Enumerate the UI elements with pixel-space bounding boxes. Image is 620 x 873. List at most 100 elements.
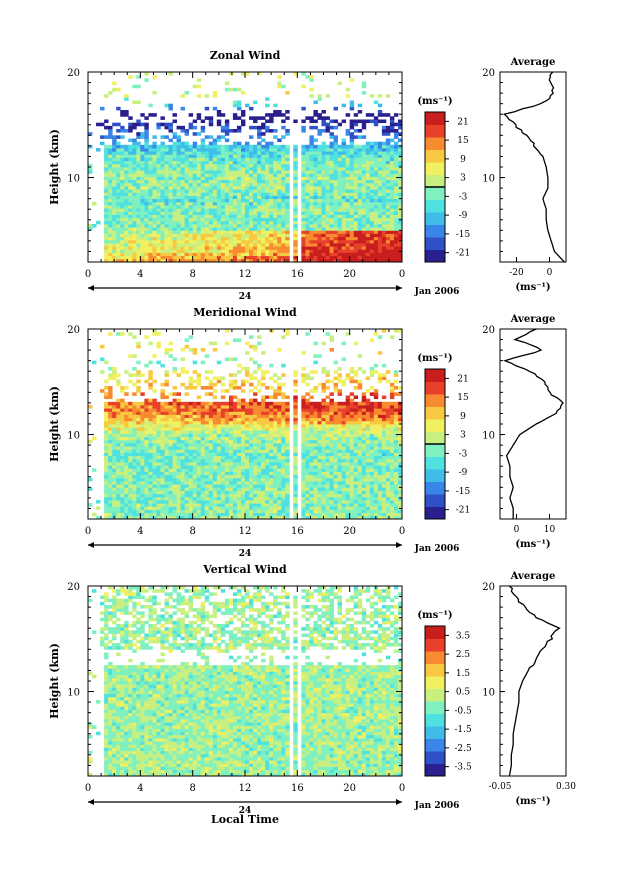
heatmap-cell: [273, 474, 278, 479]
heatmap-cell: [265, 449, 270, 453]
heatmap-cell: [253, 246, 258, 250]
heatmap-cell: [257, 182, 262, 187]
heatmap-cell: [120, 205, 125, 209]
heatmap-cell: [393, 252, 399, 257]
heatmap-cell: [301, 496, 306, 501]
heatmap-cell: [176, 138, 181, 143]
heatmap-cell: [120, 515, 125, 520]
heatmap-cell: [345, 443, 351, 447]
heatmap-cell: [313, 170, 318, 174]
heatmap-cell: [216, 173, 222, 177]
heatmap-cell: [188, 471, 194, 476]
heatmap-cell: [385, 198, 391, 203]
heatmap-cell: [136, 144, 141, 149]
heatmap-cell: [341, 138, 347, 143]
heatmap-cell: [357, 481, 363, 485]
heatmap-cell: [160, 122, 165, 127]
heatmap-cell: [245, 230, 250, 234]
heatmap-cell: [184, 255, 190, 260]
average-line: [502, 71, 565, 263]
heatmap-cell: [337, 249, 343, 253]
heatmap-cell: [333, 211, 338, 215]
heatmap-cell: [164, 208, 169, 212]
heatmap-cell: [192, 201, 198, 206]
heatmap-cell: [192, 220, 198, 225]
heatmap-cell: [393, 468, 399, 472]
heatmap-cell: [381, 163, 387, 168]
heatmap-cell: [389, 236, 395, 241]
heatmap-cell: [176, 201, 181, 206]
heatmap-cell: [305, 157, 310, 162]
heatmap-cell: [224, 468, 230, 472]
heatmap-cell: [325, 157, 330, 162]
heatmap-cell: [104, 211, 109, 215]
heatmap-cell: [144, 474, 149, 479]
heatmap-cell: [293, 198, 298, 203]
heatmap-cell: [136, 233, 141, 238]
heatmap-cell: [240, 211, 246, 215]
heatmap-cell: [176, 462, 181, 466]
heatmap-cell: [240, 157, 246, 162]
heatmap-cell: [204, 176, 210, 181]
heatmap-cell: [269, 129, 274, 133]
heatmap-cell: [389, 506, 395, 510]
heatmap-cell: [116, 512, 121, 517]
heatmap-cell: [128, 500, 133, 504]
heatmap-cell: [373, 122, 379, 127]
heatmap-cell: [385, 458, 391, 463]
heatmap-cell: [184, 474, 190, 479]
heatmap-cell: [240, 151, 246, 155]
heatmap-cell: [285, 160, 290, 165]
heatmap-cell: [112, 211, 117, 215]
heatmap-cell: [245, 468, 250, 472]
heatmap-cell: [108, 512, 113, 517]
heatmap-cell: [180, 186, 186, 190]
heatmap-cell: [120, 157, 125, 162]
heatmap-cell: [357, 490, 363, 495]
heatmap-cell: [317, 449, 322, 453]
heatmap-cell: [224, 255, 230, 260]
heatmap-cell: [136, 439, 141, 444]
heatmap-cell: [148, 220, 153, 225]
heatmap-cell: [333, 179, 338, 184]
heatmap-cell: [381, 230, 387, 234]
heatmap-cell: [240, 230, 246, 234]
heatmap-cell: [128, 246, 133, 250]
heatmap-cell: [385, 217, 391, 222]
heatmap-cell: [361, 506, 367, 510]
heatmap-cell: [385, 462, 391, 466]
heatmap-cell: [377, 512, 383, 517]
heatmap-cell: [353, 503, 359, 507]
heatmap-cell: [381, 192, 387, 196]
heatmap-cell: [313, 243, 318, 247]
heatmap-cell: [333, 154, 338, 158]
heatmap-cell: [160, 224, 165, 228]
heatmap-cell: [369, 236, 375, 241]
heatmap-cell: [361, 455, 367, 460]
heatmap-cell: [208, 220, 214, 225]
heatmap-cell: [184, 141, 190, 146]
heatmap-cell: [333, 173, 338, 177]
heatmap-cell: [357, 503, 363, 507]
heatmap-cell: [168, 125, 173, 130]
heatmap-cell: [245, 195, 250, 200]
heatmap-cell: [253, 506, 258, 510]
heatmap-cell: [188, 160, 194, 165]
heatmap-cell: [224, 220, 230, 225]
heatmap-cell: [116, 167, 121, 171]
heatmap-cell: [281, 458, 286, 463]
heatmap-cell: [313, 214, 318, 219]
heatmap-cell: [373, 189, 379, 193]
heatmap-cell: [180, 167, 186, 171]
heatmap-cell: [192, 176, 198, 181]
heatmap-cell: [277, 515, 282, 520]
heatmap-cell: [144, 189, 149, 193]
heatmap-cell: [200, 452, 206, 457]
heatmap-cell: [349, 205, 355, 209]
heatmap-cell: [329, 512, 334, 517]
heatmap-cell: [144, 255, 149, 260]
heatmap-cell: [397, 509, 403, 514]
heatmap-cell: [293, 246, 298, 250]
heatmap-cell: [136, 170, 141, 174]
heatmap-cell: [257, 163, 262, 168]
